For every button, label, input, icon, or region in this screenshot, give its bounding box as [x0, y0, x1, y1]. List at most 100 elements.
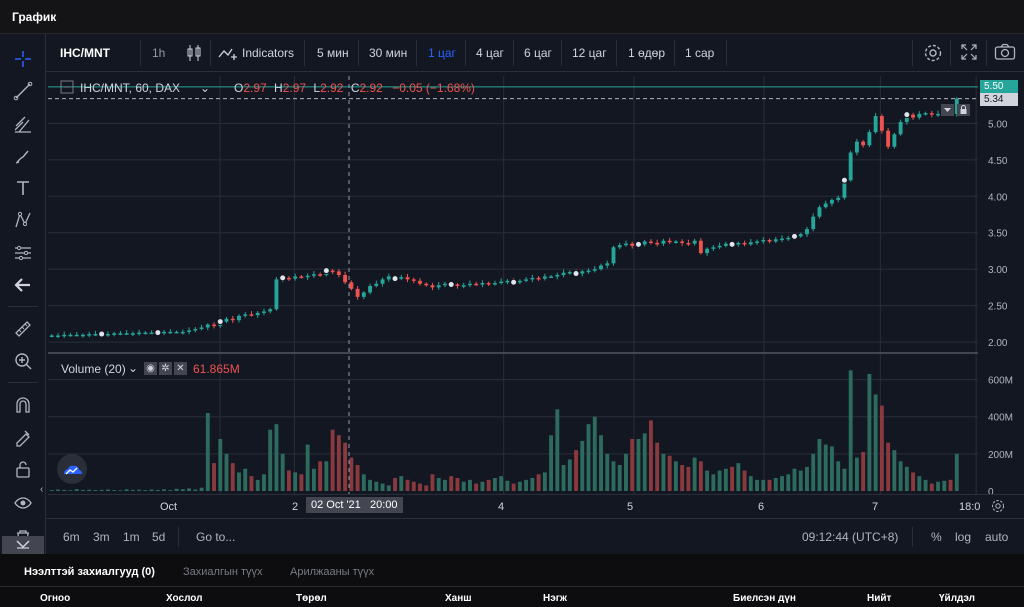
candle-body	[268, 309, 273, 312]
chart-frame	[0, 34, 1024, 554]
volume-bar	[143, 490, 148, 491]
hide-toolbar-chevron-icon[interactable]: ‹	[40, 484, 44, 495]
tradingview-logo-icon[interactable]	[57, 454, 87, 484]
volume-bar	[124, 489, 129, 491]
settings-gear-icon[interactable]	[922, 42, 944, 67]
range-5d-button[interactable]: 5d	[152, 530, 166, 544]
lock-icon[interactable]	[9, 456, 37, 482]
goto-date-button[interactable]: Go to...	[196, 530, 236, 544]
crosshair-icon[interactable]	[9, 46, 37, 72]
symbol-search-button[interactable]: IHC/MNT	[60, 46, 110, 60]
candle-body	[199, 327, 204, 329]
column-header: Төрөл	[296, 593, 327, 604]
arrow-left-icon[interactable]	[9, 272, 37, 298]
volume-bar	[205, 413, 210, 491]
volume-bar	[492, 478, 497, 491]
price-chart[interactable]	[48, 76, 978, 494]
range-1m-button[interactable]: 1m	[123, 530, 140, 544]
trend-line-icon[interactable]	[9, 78, 37, 104]
percent-scale-button[interactable]: %	[931, 530, 942, 544]
collapse-toolbar-button[interactable]	[2, 536, 44, 554]
volume-bar	[262, 474, 266, 491]
pitchfork-icon[interactable]	[9, 111, 37, 137]
trade-marker	[391, 275, 399, 283]
interval-button-active[interactable]: 1 цаг	[428, 46, 456, 60]
candle-body	[336, 271, 341, 276]
tab-trade-history[interactable]: Арилжааны түүх	[290, 566, 375, 578]
camera-icon[interactable]	[994, 43, 1016, 64]
volume-bar	[49, 490, 54, 491]
candle-body	[168, 331, 173, 334]
price-axis[interactable]: 5.00 4.50 4.00 3.50 3.00 2.50 2.00 600M 400M 200M…	[978, 76, 1024, 498]
candle-body	[873, 116, 878, 133]
volume-remove-icon[interactable]: ✕	[174, 362, 187, 375]
candle-body	[162, 331, 167, 334]
time-axis[interactable]: Oct 2 4 5 6 7 18:0 02 Oct '21 20:00	[48, 494, 1024, 518]
interval-button[interactable]: 1 өдөр	[628, 46, 666, 60]
volume-bar	[499, 476, 504, 491]
volume-bar	[130, 489, 135, 491]
candles-style-icon[interactable]	[186, 44, 202, 65]
indicators-button[interactable]: Indicators	[242, 46, 295, 60]
candle-body	[861, 141, 866, 146]
zoom-in-icon[interactable]	[9, 348, 37, 374]
stay-drawing-icon[interactable]	[9, 424, 37, 450]
volume-bar	[74, 489, 79, 491]
volume-bar	[324, 461, 329, 491]
interval-button[interactable]: 6 цаг	[524, 46, 552, 60]
tab-open-orders[interactable]: Нээлттэй захиалгууд (0)	[24, 566, 155, 578]
text-tool-icon[interactable]	[9, 175, 37, 201]
volume-legend-title[interactable]: Volume (20)	[61, 362, 126, 376]
ruler-icon[interactable]	[9, 316, 37, 342]
candle-body	[879, 116, 884, 131]
fullscreen-icon[interactable]	[960, 43, 978, 64]
candle-body	[499, 281, 504, 284]
volume-bar	[180, 489, 185, 491]
range-3m-button[interactable]: 3m	[93, 530, 110, 544]
volume-bar	[736, 463, 741, 491]
volume-settings-icon[interactable]: ✲	[159, 362, 172, 375]
legend-symbol-title[interactable]: IHC/MNT, 60, DAX	[80, 81, 181, 95]
interval-1h-button[interactable]: 1h	[152, 46, 166, 60]
interval-button[interactable]: 4 цаг	[476, 46, 504, 60]
interval-button[interactable]: 30 мин	[369, 46, 408, 60]
candle-body	[823, 203, 828, 208]
clock-timezone-button[interactable]: 09:12:44 (UTC+8)	[802, 530, 899, 544]
candle-body	[755, 241, 759, 243]
candle-body	[430, 285, 435, 288]
range-6m-button[interactable]: 6m	[63, 530, 80, 544]
candle-body	[249, 314, 254, 316]
candle-body	[624, 243, 628, 246]
column-header: Үйлдэл	[939, 593, 976, 604]
log-scale-button[interactable]: log	[955, 530, 972, 544]
candle-body	[642, 241, 647, 245]
axis-settings-gear-icon[interactable]	[990, 498, 1006, 517]
price-tick-label: 2.00	[988, 338, 1008, 349]
prediction-icon[interactable]	[9, 240, 37, 266]
scroll-down-icon[interactable]	[941, 104, 954, 116]
volume-bar	[861, 452, 866, 491]
legend-collapse-icon[interactable]	[60, 80, 74, 97]
interval-button[interactable]: 12 цаг	[572, 46, 607, 60]
indicators-icon[interactable]	[218, 45, 238, 64]
volume-dropdown-icon[interactable]: ⌄	[128, 361, 139, 375]
volume-bar	[811, 453, 816, 491]
candle-body	[630, 243, 635, 246]
volume-bar	[474, 483, 479, 491]
pattern-icon[interactable]	[9, 207, 37, 233]
candle-body	[224, 318, 229, 322]
interval-button[interactable]: 5 мин	[317, 46, 349, 60]
legend-dropdown-icon[interactable]: ⌄	[200, 81, 211, 95]
candle-body	[798, 234, 803, 237]
volume-bar	[761, 479, 766, 491]
eye-icon[interactable]	[9, 490, 37, 516]
auto-scale-button[interactable]: auto	[985, 530, 1009, 544]
magnet-icon[interactable]	[9, 392, 37, 418]
candle-body	[761, 240, 766, 242]
lock-scale-icon[interactable]	[957, 104, 970, 116]
tab-order-history[interactable]: Захиалгын түүх	[183, 566, 263, 578]
brush-icon[interactable]	[9, 143, 37, 169]
volume-visibility-icon[interactable]: ◉	[144, 362, 157, 375]
interval-button[interactable]: 1 сар	[685, 46, 715, 60]
chart-top-toolbar: IHC/MNT 1h Indicators 5 мин 30 мин 1 цаг…	[46, 34, 1024, 72]
